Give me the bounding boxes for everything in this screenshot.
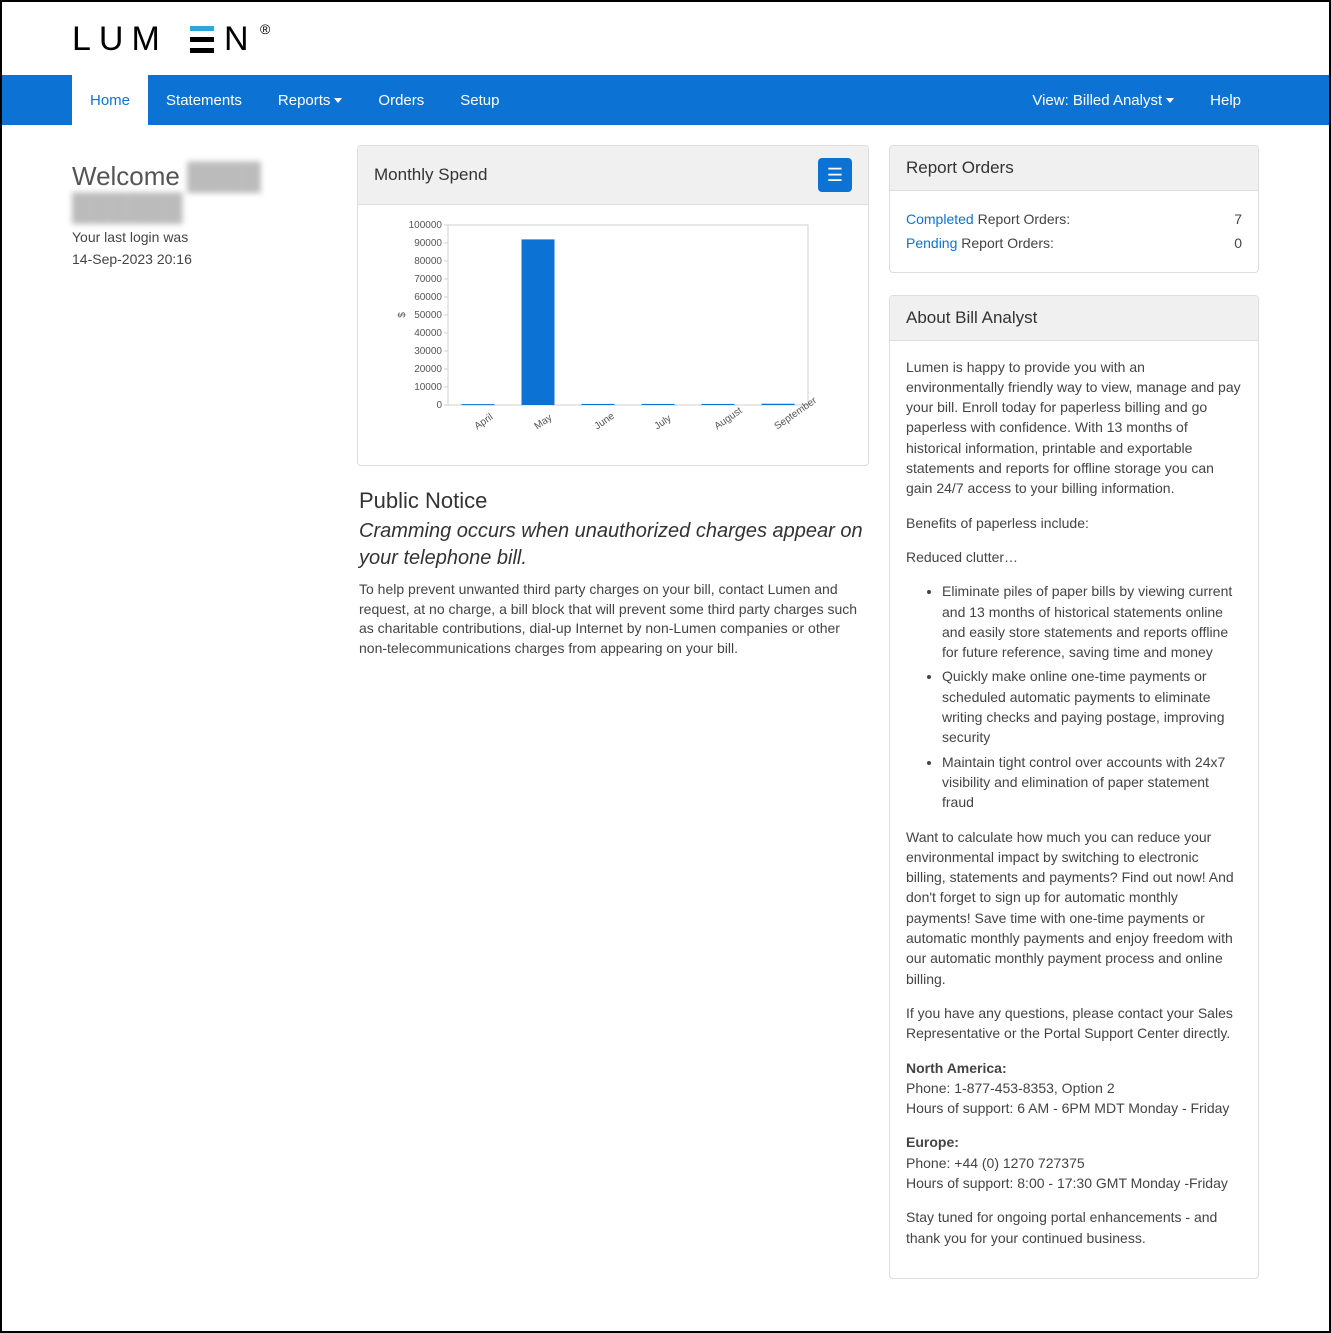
public-notice-subheading: Cramming occurs when unauthorized charge… [359,518,869,572]
about-p6: Stay tuned for ongoing portal enhancemen… [906,1207,1242,1248]
monthly-spend-chart: 0 10000 20000 30000 40000 50000 60000 70000 8000… [393,215,833,465]
report-order-row: Pending Report Orders:0 [906,231,1242,255]
about-p1: Lumen is happy to provide you with an en… [906,357,1242,499]
panel-menu-button[interactable]: ☰ [818,158,852,192]
welcome-heading: Welcome ████ ██████ [72,161,337,223]
svg-text:30000: 30000 [414,346,442,357]
hamburger-icon: ☰ [827,165,843,186]
monthly-spend-panel: Monthly Spend ☰ 0 10000 20000 30000 40000 500… [357,145,869,466]
report-order-value: 7 [1234,209,1242,229]
svg-text:20000: 20000 [414,364,442,375]
nav-statements[interactable]: Statements [148,75,260,125]
report-order-link[interactable]: Pending [906,235,957,251]
public-notice: Public Notice Cramming occurs when unaut… [357,488,869,658]
about-title: About Bill Analyst [906,308,1037,328]
report-orders-title: Report Orders [906,158,1014,178]
svg-text:50000: 50000 [414,310,442,321]
brand-logo: LUM N ® [72,47,312,63]
svg-text:90000: 90000 [414,238,442,249]
report-order-row: Completed Report Orders:7 [906,207,1242,231]
report-orders-panel: Report Orders Completed Report Orders:7P… [889,145,1259,273]
about-panel: About Bill Analyst Lumen is happy to pro… [889,295,1259,1279]
chevron-down-icon [334,98,342,103]
about-bullets: Eliminate piles of paper bills by viewin… [942,581,1242,812]
svg-text:100000: 100000 [409,220,443,231]
svg-text:10000: 10000 [414,382,442,393]
svg-text:July: July [653,413,674,432]
chevron-down-icon [1166,98,1174,103]
svg-text:September: September [773,395,820,432]
svg-text:0: 0 [436,400,442,411]
svg-text:®: ® [260,21,271,37]
main-nav: Home Statements Reports Orders Setup Vie… [2,75,1329,125]
svg-text:80000: 80000 [414,256,442,267]
logo-bar: LUM N ® [2,2,1329,75]
svg-text:April: April [473,412,496,432]
nav-orders[interactable]: Orders [360,75,442,125]
about-na: North America: Phone: 1-877-453-8353, Op… [906,1058,1242,1119]
nav-home[interactable]: Home [72,75,148,125]
svg-text:June: June [593,411,617,433]
about-p2: Benefits of paperless include: [906,513,1242,533]
nav-view-select[interactable]: View: Billed Analyst [1014,75,1192,125]
about-p4: Want to calculate how much you can reduc… [906,827,1242,989]
about-bullet: Eliminate piles of paper bills by viewin… [942,581,1242,662]
svg-text:August: August [713,405,745,432]
svg-text:N: N [224,20,257,58]
svg-text:$: $ [397,312,408,318]
svg-text:May: May [533,412,555,432]
svg-text:70000: 70000 [414,274,442,285]
last-login-label: Your last login was [72,229,337,245]
about-p5: If you have any questions, please contac… [906,1003,1242,1044]
monthly-spend-title: Monthly Spend [374,165,487,185]
svg-text:60000: 60000 [414,292,442,303]
svg-text:40000: 40000 [414,328,442,339]
about-bullet: Maintain tight control over accounts wit… [942,752,1242,813]
nav-reports[interactable]: Reports [260,75,361,125]
about-eu: Europe: Phone: +44 (0) 1270 727375 Hours… [906,1132,1242,1193]
nav-help[interactable]: Help [1192,75,1259,125]
report-order-value: 0 [1234,233,1242,253]
last-login-value: 14-Sep-2023 20:16 [72,251,337,267]
about-p3: Reduced clutter… [906,547,1242,567]
report-order-link[interactable]: Completed [906,211,974,227]
svg-text:LUM: LUM [72,20,168,58]
about-bullet: Quickly make online one-time payments or… [942,666,1242,747]
public-notice-body: To help prevent unwanted third party cha… [359,580,867,658]
public-notice-heading: Public Notice [359,488,869,514]
nav-setup[interactable]: Setup [442,75,517,125]
